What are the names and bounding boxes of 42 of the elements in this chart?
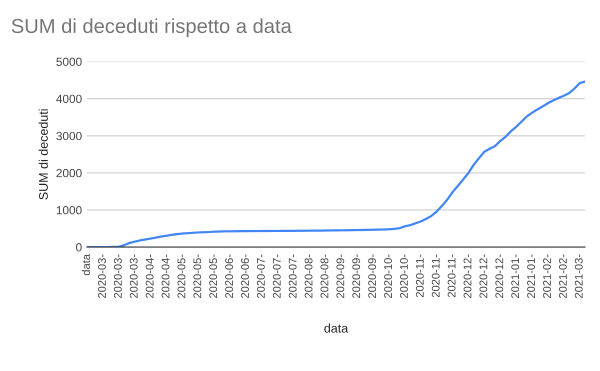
x-tick-label: 2020-10- xyxy=(400,254,408,298)
x-tick-label: 2020-03- xyxy=(98,254,106,298)
y-axis-title: SUM di deceduti xyxy=(38,109,48,200)
x-tick-label: 2021-03- xyxy=(574,254,583,298)
y-tick-label: 3000 xyxy=(56,132,82,140)
x-tick-label: 2020-11- xyxy=(416,254,424,298)
x-axis-title: data xyxy=(324,324,348,333)
x-tick-label: 2020-04- xyxy=(146,254,154,298)
x-tick-label: 2020-07- xyxy=(288,254,297,298)
line-series xyxy=(87,80,585,248)
x-tick-label: 2021-02- xyxy=(543,254,551,298)
x-tick-label: 2020-08- xyxy=(320,254,328,298)
y-tick-label: 1000 xyxy=(56,206,82,214)
x-tick-label: 2020-10- xyxy=(384,254,392,298)
x-tick-label: 2020-12- xyxy=(464,254,472,298)
y-tick-label: 2000 xyxy=(56,168,82,178)
x-tick-label: 2020-06- xyxy=(225,254,234,298)
x-tick-label: 2020-09- xyxy=(352,254,360,298)
x-tick-label: 2020-09- xyxy=(336,254,344,298)
chart-title: SUM di deceduti rispetto a data xyxy=(12,18,292,38)
y-tick-label: 0 xyxy=(76,243,82,252)
x-tick-label: 2020-12- xyxy=(495,254,504,298)
x-tick-label: 2020-05- xyxy=(209,254,218,298)
x-tick-label: 2020-11- xyxy=(432,254,440,298)
x-tick-label: 2021-01- xyxy=(527,254,536,298)
x-tick-label: 2020-06- xyxy=(241,254,249,298)
x-tick-label: 2020-04- xyxy=(162,254,170,298)
x-tick-label: 2020-09- xyxy=(368,254,376,298)
x-tick-label: 2020-05- xyxy=(177,254,186,298)
x-tick-label: 2020-05- xyxy=(193,254,202,298)
x-tick-label: 2020-07- xyxy=(256,254,265,298)
x-tick-label: 2020-03- xyxy=(130,254,138,298)
y-tick-label: 4000 xyxy=(56,94,82,104)
x-tick-label: 2020-12- xyxy=(479,254,488,298)
x-tick-label: 2020-08- xyxy=(304,254,312,298)
x-tick-label: 2021-02- xyxy=(558,254,567,298)
x-tick-label: 2021-01- xyxy=(511,254,520,298)
x-tick-label: data xyxy=(82,254,90,276)
x-tick-label: 2020-03- xyxy=(114,254,122,298)
y-tick-label: 5000 xyxy=(56,58,82,66)
x-tick-label: 2020-07- xyxy=(272,254,281,298)
x-tick-label: 2020-11- xyxy=(448,254,456,298)
